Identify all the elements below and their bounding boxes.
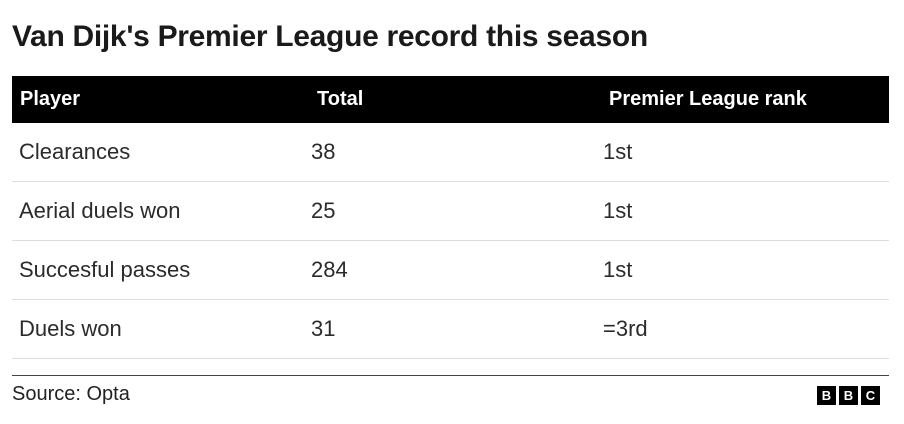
chart-title: Van Dijk's Premier League record this se…: [12, 20, 648, 53]
cell-total: 25: [311, 198, 336, 223]
header-rank: Premier League rank: [609, 88, 807, 110]
bbc-logo-icon: B B C: [817, 386, 880, 405]
cell-total: 38: [311, 139, 336, 164]
header-total: Total: [317, 88, 364, 110]
cell-rank: 1st: [603, 139, 633, 164]
cell-rank: =3rd: [603, 316, 648, 341]
cell-stat: Clearances: [19, 139, 131, 164]
table-header-row: Player Total Premier League rank: [12, 76, 889, 123]
cell-stat: Aerial duels won: [19, 198, 181, 223]
cell-stat: Duels won: [19, 316, 122, 341]
bbc-logo-block: B: [839, 386, 858, 405]
table-row: Clearances 38 1st: [12, 123, 889, 182]
stats-table: Player Total Premier League rank Clearan…: [12, 76, 889, 359]
header-player: Player: [20, 88, 81, 110]
cell-rank: 1st: [603, 257, 633, 282]
table-row: Succesful passes 284 1st: [12, 241, 889, 300]
cell-stat: Succesful passes: [19, 257, 191, 282]
bbc-logo-block: B: [817, 386, 836, 405]
footer-divider: [12, 375, 889, 376]
source-credit: Source: Opta: [12, 383, 130, 405]
cell-rank: 1st: [603, 198, 633, 223]
table-row: Aerial duels won 25 1st: [12, 182, 889, 241]
cell-total: 284: [311, 257, 348, 282]
table-row: Duels won 31 =3rd: [12, 300, 889, 359]
cell-total: 31: [311, 316, 336, 341]
bbc-logo-block: C: [861, 386, 880, 405]
